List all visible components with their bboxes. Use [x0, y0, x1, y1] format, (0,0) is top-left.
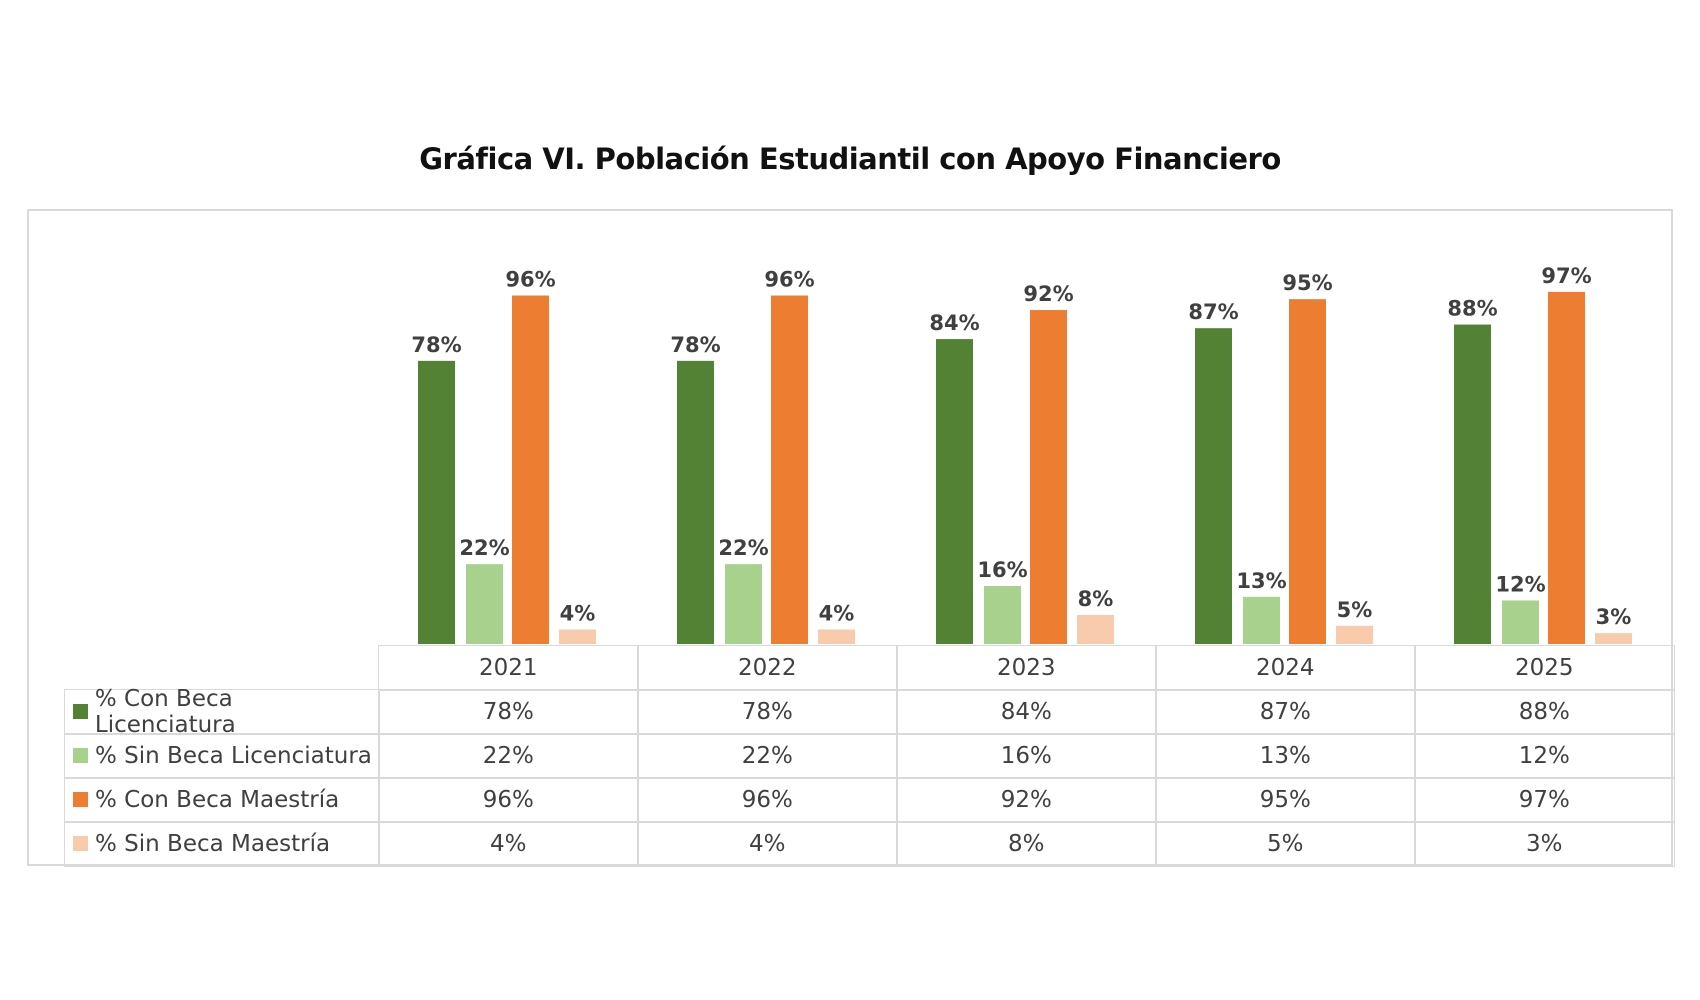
table-cell: 96%: [637, 777, 898, 823]
legend-row-label: % Con Beca Licenciatura: [64, 685, 380, 738]
data-label: 97%: [1541, 264, 1591, 288]
table-cell: 3%: [1414, 821, 1675, 867]
table-header-2021: 2021: [378, 645, 639, 691]
data-label: 8%: [1078, 587, 1114, 611]
bar-2022-series-3: [818, 629, 855, 644]
bar-2023-series-1: [984, 585, 1021, 644]
table-cell: 22%: [378, 733, 639, 779]
table-cell: 92%: [896, 777, 1157, 823]
bar-2022-series-1: [725, 564, 762, 644]
table-cell: 13%: [1155, 733, 1416, 779]
bar-2023-series-0: [936, 339, 973, 644]
legend-swatch-icon: [73, 792, 88, 808]
bar-2022-series-0: [677, 360, 714, 644]
bar-2023-series-2: [1030, 310, 1067, 644]
table-cell: 78%: [378, 689, 639, 735]
bar-2021-series-2: [512, 295, 549, 644]
data-label: 88%: [1447, 297, 1497, 321]
data-label: 4%: [560, 601, 596, 625]
bar-2021-series-3: [559, 629, 596, 644]
table-header-2025: 2025: [1414, 645, 1675, 691]
legend-row-label: % Sin Beca Maestría: [64, 821, 380, 867]
bar-2023-series-3: [1077, 614, 1114, 644]
data-label: 22%: [459, 536, 509, 560]
data-label: 13%: [1236, 569, 1286, 593]
bar-2025-series-2: [1548, 291, 1585, 644]
bar-2024-series-3: [1336, 625, 1373, 644]
bar-2022-series-2: [771, 295, 808, 644]
table-cell: 22%: [637, 733, 898, 779]
chart-title: Gráfica VI. Población Estudiantil con Ap…: [419, 142, 1281, 176]
table-cell: 12%: [1414, 733, 1675, 779]
data-label: 22%: [718, 536, 768, 560]
legend-swatch-icon: [73, 836, 88, 852]
table-cell: 16%: [896, 733, 1157, 779]
table-cell: 88%: [1414, 689, 1675, 735]
data-label: 87%: [1188, 300, 1238, 324]
table-header-2024: 2024: [1155, 645, 1416, 691]
legend-label: % Sin Beca Maestría: [95, 830, 331, 857]
legend-label: % Sin Beca Licenciatura: [95, 742, 372, 769]
legend-swatch-icon: [73, 748, 88, 764]
table-cell: 96%: [378, 777, 639, 823]
table-cell: 87%: [1155, 689, 1416, 735]
bar-2024-series-1: [1243, 596, 1280, 644]
bar-2025-series-3: [1595, 633, 1632, 644]
legend-label: % Con Beca Licenciatura: [94, 685, 236, 738]
data-label: 78%: [670, 333, 720, 357]
table-cell: 8%: [896, 821, 1157, 867]
chart-frame: [27, 209, 1673, 866]
data-label: 95%: [1282, 271, 1332, 295]
bar-2025-series-1: [1502, 600, 1539, 644]
legend-label: % Con Beca Maestría: [95, 786, 340, 813]
data-label: 4%: [819, 601, 855, 625]
table-header-2022: 2022: [637, 645, 898, 691]
bar-2024-series-2: [1289, 299, 1326, 644]
table-header-2023: 2023: [896, 645, 1157, 691]
table-cell: 5%: [1155, 821, 1416, 867]
legend-swatch-icon: [73, 704, 88, 720]
bar-2021-series-0: [418, 360, 455, 644]
data-label: 84%: [929, 311, 979, 335]
table-cell: 97%: [1414, 777, 1675, 823]
data-label: 96%: [764, 268, 814, 292]
table-cell: 84%: [896, 689, 1157, 735]
data-label: 3%: [1596, 605, 1632, 629]
data-label: 92%: [1023, 282, 1073, 306]
data-label: 16%: [977, 558, 1027, 582]
data-label: 12%: [1495, 572, 1545, 596]
bar-2025-series-0: [1454, 324, 1491, 644]
legend-row-label: % Con Beca Maestría: [64, 777, 380, 823]
legend-row-label: % Sin Beca Licenciatura: [64, 733, 380, 779]
bar-2021-series-1: [466, 564, 503, 644]
table-cell: 78%: [637, 689, 898, 735]
table-cell: 95%: [1155, 777, 1416, 823]
bar-2024-series-0: [1195, 328, 1232, 644]
table-cell: 4%: [637, 821, 898, 867]
data-label: 5%: [1337, 598, 1373, 622]
table-cell: 4%: [378, 821, 639, 867]
data-label: 96%: [505, 268, 555, 292]
data-label: 78%: [411, 333, 461, 357]
